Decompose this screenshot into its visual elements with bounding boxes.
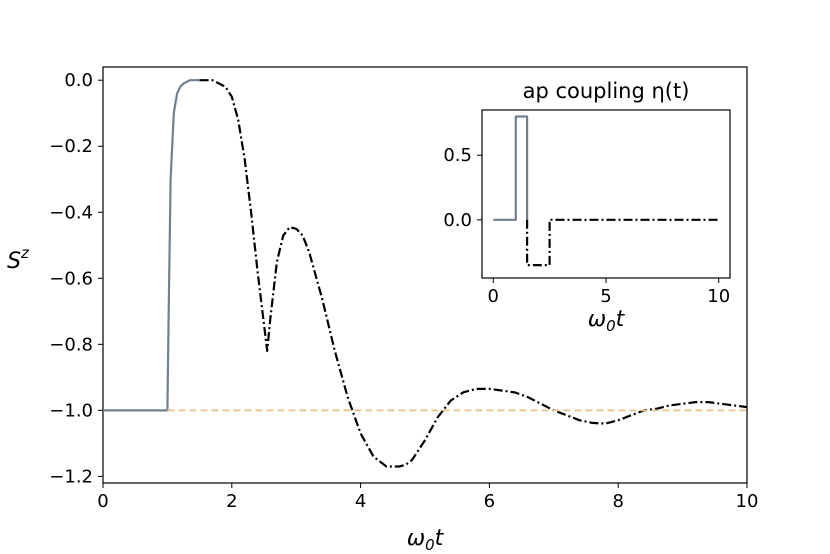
inset-series-dashdot-line bbox=[525, 218, 719, 267]
main-y-tick-label: −1.0 bbox=[49, 400, 93, 421]
main-x-tick-label: 10 bbox=[736, 491, 759, 512]
main-y-axis: 0.0 −0.2 −0.4 −0.6 −0.8 −1.0 −1.2 bbox=[49, 70, 103, 487]
inset-x-tick-label: 10 bbox=[707, 286, 730, 307]
inset-title: ap coupling η(t) bbox=[523, 79, 690, 103]
inset-y-axis: 0.5 0.0 bbox=[443, 145, 482, 231]
main-y-tick-label: −0.2 bbox=[49, 136, 93, 157]
main-y-tick-label: −0.6 bbox=[49, 268, 93, 289]
main-y-tick-label: −1.2 bbox=[49, 466, 93, 487]
inset-x-tick-label: 5 bbox=[600, 286, 611, 307]
main-x-tick-label: 0 bbox=[97, 491, 108, 512]
main-x-axis-label: ω0t bbox=[407, 526, 445, 554]
main-y-tick-label: −0.4 bbox=[49, 202, 93, 223]
main-x-tick-label: 2 bbox=[226, 491, 237, 512]
main-plot-frame bbox=[102, 66, 748, 484]
main-x-tick-label: 8 bbox=[612, 491, 623, 512]
main-y-tick-label: 0.0 bbox=[64, 70, 93, 91]
inset-y-tick-label: 0.5 bbox=[443, 145, 472, 166]
main-x-tick-label: 4 bbox=[355, 491, 366, 512]
inset-x-axis: 0 5 10 bbox=[488, 278, 730, 307]
main-series-dashdot-line bbox=[199, 79, 748, 468]
inset-plot-area bbox=[493, 115, 719, 267]
inset-background bbox=[482, 110, 730, 278]
main-y-axis-label: Sz bbox=[7, 244, 30, 274]
inset-series-solid-line bbox=[493, 115, 529, 221]
main-plot-area bbox=[103, 79, 748, 468]
main-y-tick-label: −0.8 bbox=[49, 334, 93, 355]
inset-y-tick-label: 0.0 bbox=[443, 210, 472, 231]
main-series-solid-line bbox=[103, 79, 200, 412]
main-x-axis: 0 2 4 6 8 10 bbox=[97, 483, 758, 512]
main-x-tick-label: 6 bbox=[484, 491, 495, 512]
inset-x-tick-label: 0 bbox=[488, 286, 499, 307]
inset-x-axis-label: ω0t bbox=[588, 307, 626, 335]
